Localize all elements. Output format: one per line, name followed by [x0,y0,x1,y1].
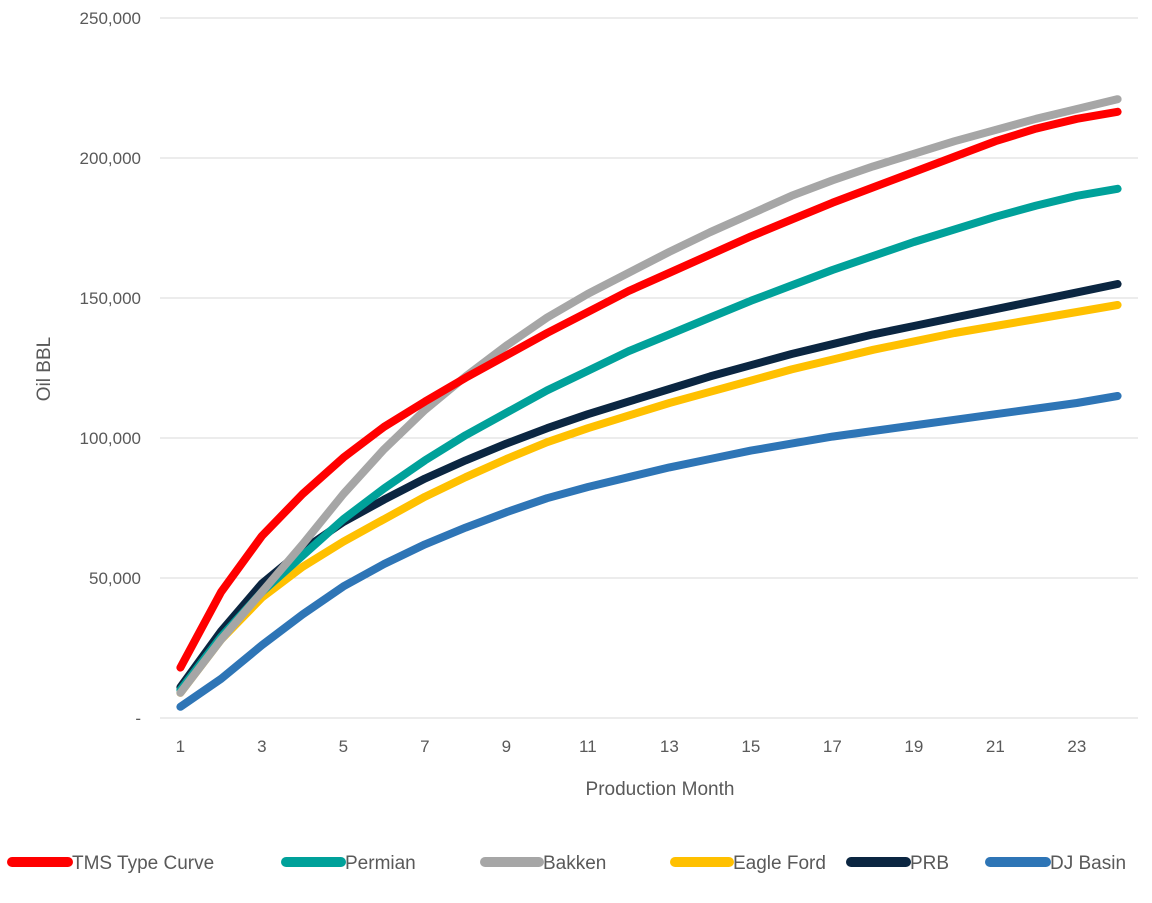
y-tick-label: 100,000 [80,429,141,448]
x-axis-tick-labels: 1 3 5 7 9 11 13 15 17 19 21 23 [176,737,1087,756]
x-tick-label: 21 [986,737,1005,756]
series-lines [176,95,1122,711]
y-tick-label: 150,000 [80,289,141,308]
x-tick-label: 9 [502,737,511,756]
legend-label-eagle-ford: Eagle Ford [733,853,826,874]
legend-label-permian: Permian [345,853,416,874]
series-line-permian [176,184,1122,694]
y-tick-label: 50,000 [89,569,141,588]
gridlines [160,17,1138,719]
x-tick-label: 5 [339,737,348,756]
x-tick-label: 23 [1067,737,1086,756]
y-tick-label: 250,000 [80,9,141,28]
x-tick-label: 15 [741,737,760,756]
legend: TMS Type Curve Permian Bakken Eagle Ford PRB… [7,853,1126,874]
x-tick-label: 17 [823,737,842,756]
y-axis-title: Oil BBL [34,337,55,401]
legend-label-dj-basin: DJ Basin [1050,853,1126,874]
x-axis-title: Production Month [586,779,735,800]
x-tick-label: 11 [579,737,597,756]
y-axis-tick-labels: - 50,000 100,000 150,000 200,000 250,000 [80,9,141,728]
series-line-bakken [176,95,1122,697]
x-tick-label: 19 [904,737,923,756]
x-tick-label: 1 [176,737,185,756]
series-line-eagle-ford [176,301,1122,697]
series-line-dj-basin [176,392,1122,711]
legend-label-prb: PRB [910,853,949,874]
legend-label-tms-type-curve: TMS Type Curve [72,853,214,874]
x-tick-label: 13 [660,737,679,756]
legend-label-bakken: Bakken [543,853,606,874]
y-tick-label: 200,000 [80,149,141,168]
x-tick-label: 7 [420,737,429,756]
series-line-tms-type-curve [176,107,1122,672]
x-tick-label: 3 [257,737,266,756]
y-tick-label: - [135,709,141,728]
